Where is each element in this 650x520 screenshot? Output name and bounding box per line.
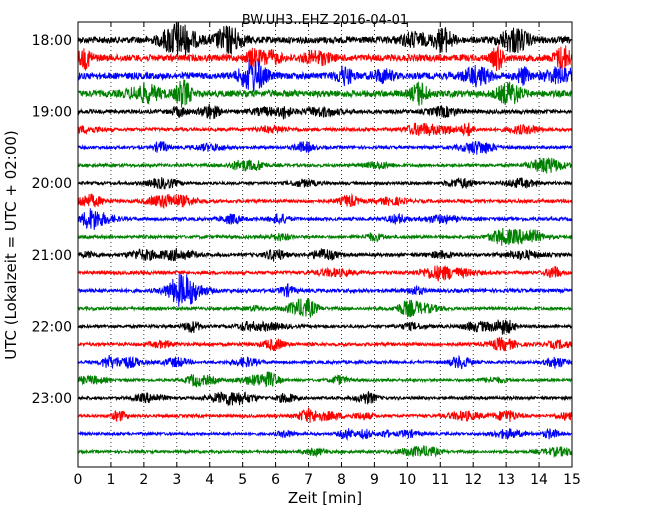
trace-2130 <box>77 298 572 318</box>
trace-2030 <box>77 227 573 246</box>
trace-1930 <box>77 157 573 174</box>
trace-2100 <box>77 265 572 282</box>
trace-2230 <box>77 371 573 388</box>
y-tick-label-0: 18:00 <box>32 33 72 49</box>
trace-2330 <box>77 445 573 459</box>
grid-lines <box>110 22 540 467</box>
x-tick-label-4: 4 <box>205 472 214 488</box>
x-axis-label: Zeit [min] <box>288 489 362 507</box>
trace-2045 <box>77 248 573 262</box>
trace-2315 <box>77 427 572 442</box>
x-tick-label-14: 14 <box>530 472 548 488</box>
trace-1845 <box>77 103 573 120</box>
x-tick-label-6: 6 <box>271 472 280 488</box>
trace-1900 <box>77 122 572 137</box>
y-tick-label-2: 20:00 <box>32 176 72 192</box>
trace-2115 <box>77 273 573 307</box>
plot-frame <box>77 21 573 468</box>
chart-title: BW.UH3..EHZ 2016-04-01 <box>242 13 408 28</box>
trace-2015 <box>77 208 573 230</box>
x-tick-label-11: 11 <box>431 472 449 488</box>
trace-1945 <box>77 177 573 190</box>
trace-2300 <box>77 407 573 423</box>
trace-2215 <box>77 354 573 370</box>
y-tick-label-1: 19:00 <box>32 105 72 121</box>
x-tick-label-3: 3 <box>172 472 181 488</box>
trace-2245 <box>77 391 573 407</box>
y-tick-label-3: 21:00 <box>32 248 72 264</box>
trace-1815 <box>77 59 573 93</box>
trace-2000 <box>77 193 572 209</box>
trace-layer <box>77 21 573 459</box>
x-tick-label-0: 0 <box>74 472 83 488</box>
x-tick-label-7: 7 <box>304 472 313 488</box>
trace-1800 <box>77 44 573 72</box>
x-tick-label-13: 13 <box>497 472 515 488</box>
x-tick-label-8: 8 <box>337 472 346 488</box>
x-tick-label-10: 10 <box>398 472 416 488</box>
x-tick-label-1: 1 <box>106 472 115 488</box>
trace-2145 <box>77 319 573 335</box>
trace-2200 <box>77 336 573 352</box>
y-tick-label-5: 23:00 <box>32 391 72 407</box>
y-tick-label-4: 22:00 <box>32 319 72 335</box>
axis-ticks: 0 1 2 3 4 5 6 7 8 9 10 11 12 13 14 1518:0019:0020:0021:… <box>32 22 581 488</box>
x-tick-label-2: 2 <box>139 472 148 488</box>
trace-1745 <box>77 21 572 57</box>
y-axis-label: UTC (Lokalzeit = UTC + 02:00) <box>2 130 20 360</box>
x-tick-label-9: 9 <box>370 472 379 488</box>
trace-1830 <box>77 79 573 108</box>
x-tick-label-12: 12 <box>464 472 482 488</box>
x-tick-label-15: 15 <box>563 472 581 488</box>
x-tick-label-5: 5 <box>238 472 247 488</box>
trace-1915 <box>77 140 573 155</box>
